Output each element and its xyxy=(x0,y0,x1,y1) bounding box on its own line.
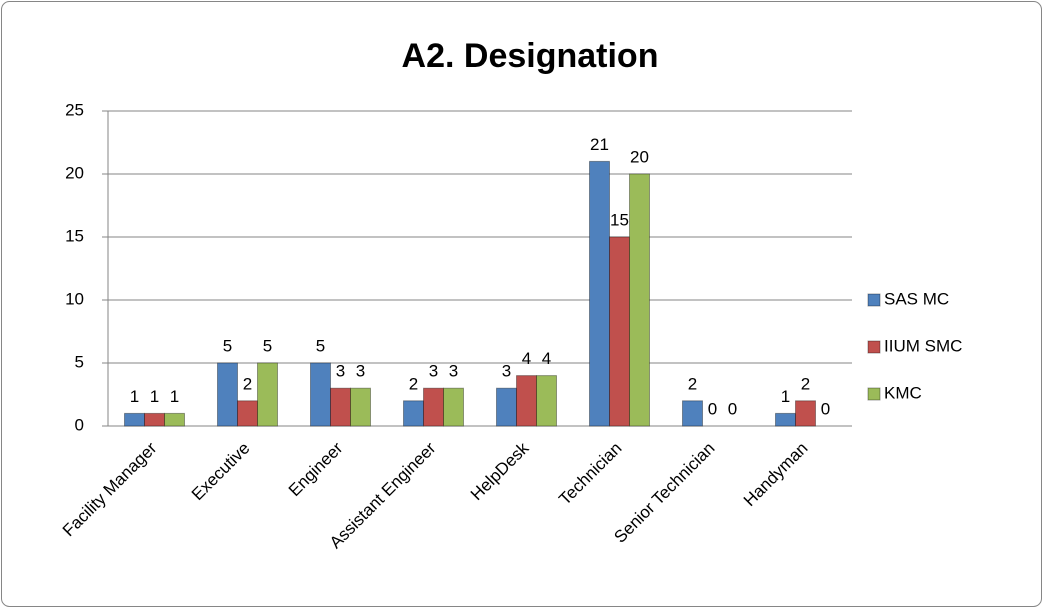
value-label: 4 xyxy=(522,349,531,368)
bar xyxy=(682,400,703,427)
y-tick-label: 25 xyxy=(65,100,84,119)
bar xyxy=(144,412,165,427)
bar xyxy=(237,400,258,427)
value-label: 21 xyxy=(590,135,609,154)
value-label: 2 xyxy=(688,374,697,393)
value-label: 15 xyxy=(610,210,629,229)
value-label: 3 xyxy=(502,362,511,381)
value-label: 20 xyxy=(630,147,649,166)
bar xyxy=(403,400,424,427)
value-label: 3 xyxy=(356,362,365,381)
legend-swatch xyxy=(867,340,881,354)
value-label: 2 xyxy=(243,374,252,393)
bar xyxy=(423,387,444,427)
value-label: 1 xyxy=(781,387,790,406)
value-label: 2 xyxy=(801,374,810,393)
value-label: 4 xyxy=(542,349,551,368)
bar xyxy=(775,412,796,427)
legend-swatch xyxy=(867,387,881,401)
bar xyxy=(124,412,145,427)
bar xyxy=(443,387,464,427)
value-label: 5 xyxy=(316,336,325,355)
bar xyxy=(217,362,238,427)
value-label: 1 xyxy=(150,387,159,406)
value-label: 2 xyxy=(409,374,418,393)
y-tick-label: 0 xyxy=(75,415,84,434)
value-label: 0 xyxy=(728,399,737,418)
bar xyxy=(257,362,278,427)
bar xyxy=(310,362,331,427)
value-label: 1 xyxy=(170,387,179,406)
bar xyxy=(536,375,557,427)
bar xyxy=(330,387,351,427)
value-label: 0 xyxy=(708,399,717,418)
y-tick-label: 10 xyxy=(65,289,84,308)
bar xyxy=(496,387,517,427)
legend-label: SAS MC xyxy=(884,289,949,308)
y-tick-label: 20 xyxy=(65,163,84,182)
bar xyxy=(609,236,630,427)
bar xyxy=(589,160,610,427)
value-label: 3 xyxy=(429,362,438,381)
legend-label: KMC xyxy=(884,383,922,402)
bar xyxy=(516,375,537,427)
y-tick-label: 5 xyxy=(75,352,84,371)
bar xyxy=(350,387,371,427)
value-label: 5 xyxy=(263,336,272,355)
chart-title: A2. Designation xyxy=(402,37,659,75)
legend-label: IIUM SMC xyxy=(884,336,962,355)
bar xyxy=(629,173,650,427)
bar xyxy=(164,412,185,427)
value-label: 3 xyxy=(336,362,345,381)
value-label: 1 xyxy=(130,387,139,406)
value-label: 0 xyxy=(821,399,830,418)
value-label: 5 xyxy=(223,336,232,355)
y-tick-label: 15 xyxy=(65,226,84,245)
legend-swatch xyxy=(867,293,881,307)
bar xyxy=(795,400,816,427)
value-label: 3 xyxy=(449,362,458,381)
